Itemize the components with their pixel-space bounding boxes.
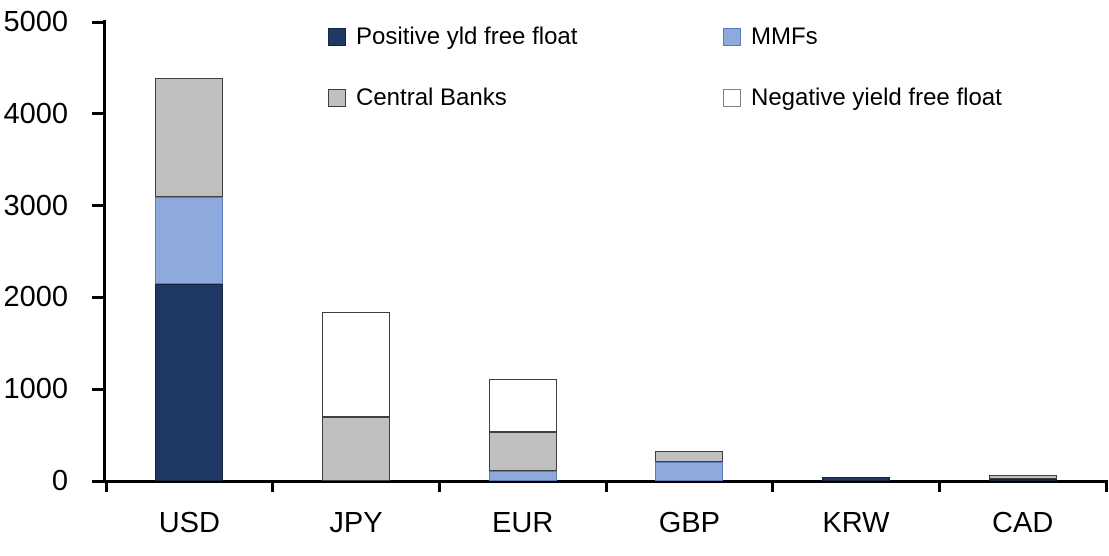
legend-label: Negative yield free float (751, 84, 1002, 111)
x-axis-label: USD (158, 507, 220, 539)
y-axis-label: 0 (51, 465, 68, 497)
legend-label: MMFs (751, 23, 818, 50)
legend-label: Central Banks (356, 84, 507, 111)
y-axis-tick (92, 204, 104, 208)
legend-item-3: Negative yield free float (723, 84, 1002, 111)
bar-segment-usd-1 (155, 197, 224, 284)
x-axis-label: JPY (329, 507, 383, 539)
y-axis-label: 3000 (3, 189, 68, 222)
x-axis-label: EUR (492, 507, 554, 539)
bar-segment-gbp-1 (655, 461, 724, 481)
bar-segment-cad-2 (988, 474, 1057, 479)
x-axis-tick (771, 481, 775, 492)
y-axis-label: 2000 (3, 281, 68, 314)
bar-segment-eur-1 (488, 470, 557, 481)
y-axis-label: 1000 (3, 373, 68, 406)
bar-segment-cad-0 (988, 478, 1057, 481)
x-axis-tick (604, 481, 608, 492)
legend-swatch-icon (328, 89, 346, 107)
legend-item-1: MMFs (723, 23, 818, 50)
x-axis-tick (1104, 481, 1108, 492)
y-axis-line (103, 20, 106, 482)
x-axis-label: CAD (992, 507, 1054, 539)
legend-label: Positive yld free float (356, 23, 578, 50)
bar-segment-eur-3 (488, 379, 557, 433)
bar-segment-usd-0 (155, 283, 224, 481)
bar-segment-usd-2 (155, 77, 224, 198)
bar-segment-gbp-2 (655, 451, 724, 462)
y-axis-tick (92, 387, 104, 391)
bar-segment-krw-0 (822, 477, 890, 481)
y-axis-tick (92, 20, 104, 24)
legend-item-2: Central Banks (328, 84, 507, 111)
y-axis-label: 5000 (3, 6, 68, 38)
legend-swatch-icon (328, 28, 346, 46)
legend-item-0: Positive yld free float (328, 23, 578, 50)
y-axis-tick (92, 295, 104, 299)
x-axis-label: KRW (822, 507, 890, 539)
x-axis-tick (437, 481, 441, 492)
legend-swatch-icon (723, 89, 741, 107)
x-axis-tick (937, 481, 941, 492)
bar-segment-jpy-2 (322, 416, 390, 481)
y-axis-tick (92, 112, 104, 116)
y-axis-tick (92, 479, 104, 483)
x-axis-tick (271, 481, 275, 492)
x-axis-label: GBP (658, 507, 720, 539)
y-axis-label: 4000 (3, 97, 68, 130)
bar-segment-eur-2 (488, 432, 557, 471)
bar-segment-jpy-3 (322, 312, 390, 417)
x-axis-tick (104, 481, 108, 492)
legend-swatch-icon (723, 28, 741, 46)
